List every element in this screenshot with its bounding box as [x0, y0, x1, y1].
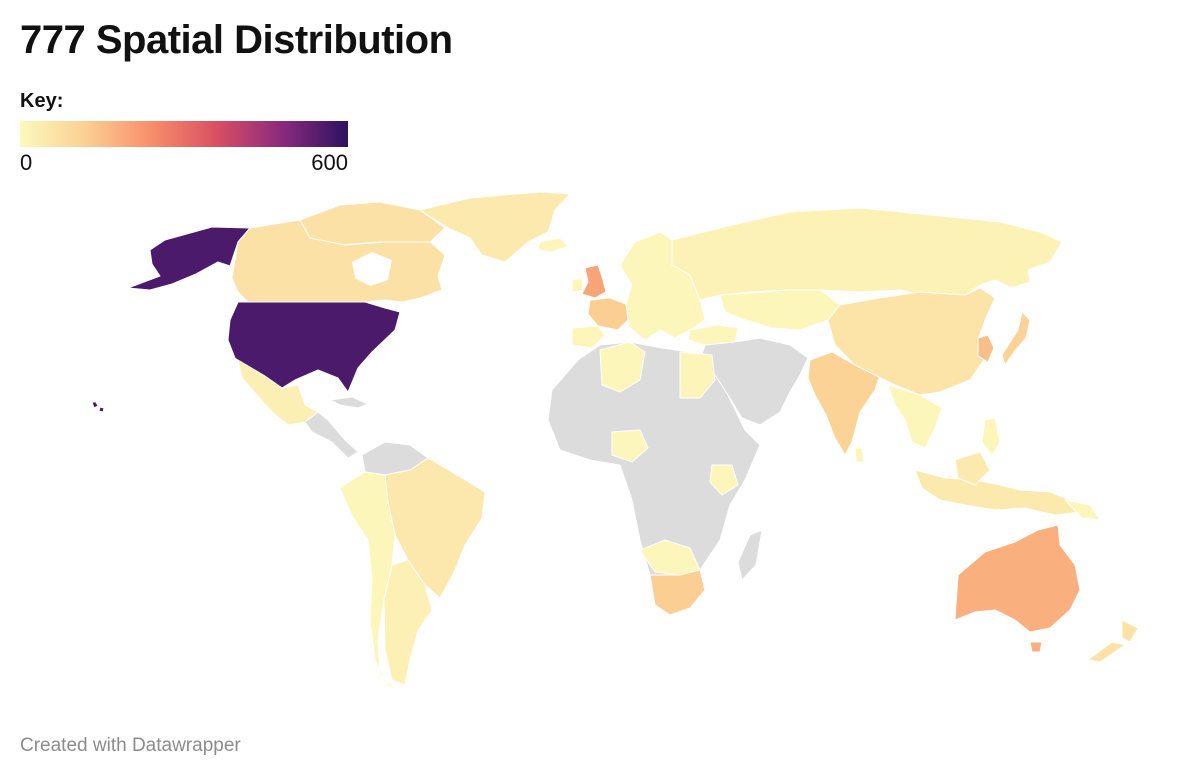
map-title: 777 Spatial Distribution: [20, 18, 453, 62]
region-madagascar[interactable]: [737, 529, 763, 581]
region-greenland[interactable]: [419, 191, 571, 263]
region-indonesia[interactable]: [914, 469, 1083, 516]
region-cuba[interactable]: [329, 396, 369, 409]
region-se-asia[interactable]: [887, 384, 943, 449]
region-hawaii[interactable]: [91, 401, 105, 413]
region-china[interactable]: [827, 287, 996, 396]
legend-gradient-bar: [20, 121, 348, 147]
region-iceland[interactable]: [537, 237, 569, 253]
region-australia[interactable]: [954, 524, 1081, 633]
region-western-sa[interactable]: [339, 471, 401, 693]
region-png[interactable]: [1064, 499, 1101, 521]
region-korea[interactable]: [977, 334, 995, 363]
region-central-asia[interactable]: [719, 289, 841, 331]
region-egypt[interactable]: [679, 351, 716, 399]
legend-max-label: 600: [311, 150, 348, 175]
region-brazil[interactable]: [384, 457, 486, 599]
region-africa[interactable]: [547, 341, 761, 596]
region-south-africa[interactable]: [649, 569, 706, 616]
region-argentina[interactable]: [383, 559, 433, 686]
region-japan[interactable]: [1001, 311, 1031, 366]
region-usa[interactable]: [227, 301, 401, 393]
world-map: [91, 191, 1139, 693]
region-france[interactable]: [587, 297, 629, 331]
region-borneo[interactable]: [954, 451, 991, 486]
region-philippines[interactable]: [981, 417, 1001, 456]
region-uk[interactable]: [581, 264, 607, 299]
region-ireland[interactable]: [571, 277, 584, 293]
region-russia[interactable]: [671, 207, 1063, 301]
hudson-bay: [352, 252, 392, 286]
region-north-africa[interactable]: [599, 341, 646, 393]
region-canada-islands[interactable]: [299, 201, 446, 246]
legend-min-label: 0: [20, 150, 33, 175]
region-tasmania[interactable]: [1029, 641, 1043, 653]
region-sri-lanka[interactable]: [854, 447, 865, 463]
credit-text: Created with Datawrapper: [20, 735, 241, 756]
region-canada[interactable]: [231, 219, 446, 303]
region-kenya[interactable]: [709, 464, 739, 496]
legend-label: Key:: [20, 90, 64, 112]
region-nigeria[interactable]: [611, 429, 649, 463]
region-new-zealand[interactable]: [1087, 619, 1139, 663]
region-iberia[interactable]: [571, 325, 606, 349]
region-central-america[interactable]: [304, 411, 359, 459]
region-alaska[interactable]: [127, 226, 251, 291]
